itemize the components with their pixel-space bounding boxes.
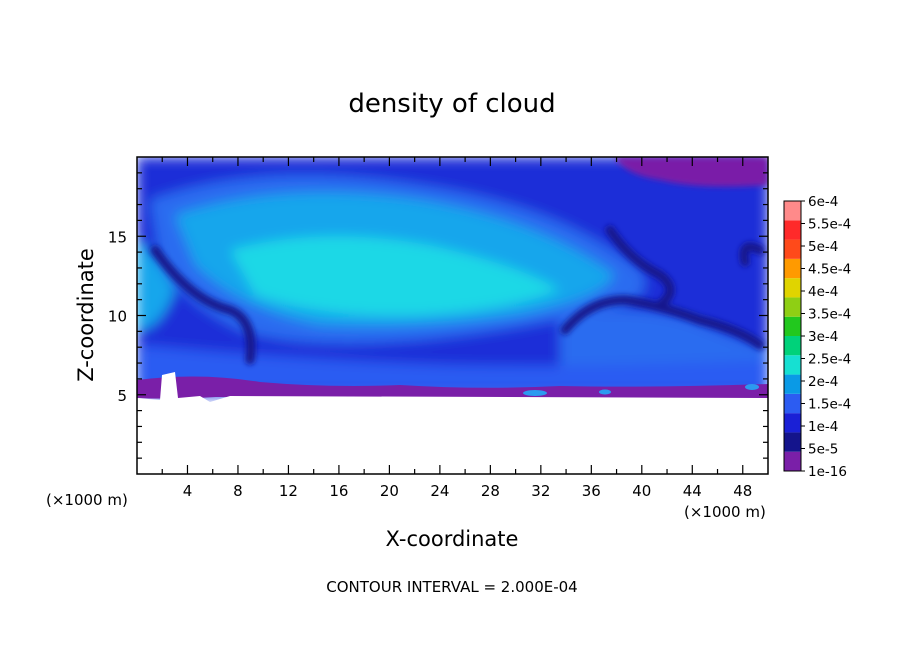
colorbar-label: 4.5e-4 — [808, 262, 851, 278]
x-tick-label: 28 — [481, 482, 500, 500]
colorbar-label: 2.5e-4 — [808, 352, 851, 368]
colorbar-swatch — [784, 239, 801, 259]
x-tick-label: 8 — [233, 482, 243, 500]
colorbar-swatch — [784, 413, 801, 433]
heatmap-field — [137, 157, 768, 474]
y-axis-title: Z-coordinate — [74, 248, 98, 382]
x-axis-title: X-coordinate — [386, 527, 519, 551]
x-unit-label-right: (×1000 m) — [684, 503, 766, 521]
contour-interval-note: CONTOUR INTERVAL = 2.000E-04 — [326, 578, 577, 596]
colorbar-label: 5e-4 — [808, 239, 838, 255]
colorbar-swatch — [784, 258, 801, 279]
y-tick-label: 5 — [117, 387, 127, 405]
colorbar: 1e-16 5e-5 1e-4 1.5e-4 2e-4 2.5e-4 3e-4 3.5e-4 4… — [783, 194, 851, 480]
chart-title: density of cloud — [348, 89, 555, 119]
colorbar-swatch — [784, 432, 801, 452]
colorbar-label: 3e-4 — [808, 329, 838, 345]
y-axis-ticks: 5 10 15 — [108, 172, 768, 459]
x-tick-label: 32 — [531, 482, 550, 500]
colorbar-label: 5.5e-4 — [808, 217, 851, 233]
y-tick-label: 15 — [108, 228, 127, 246]
colorbar-swatch — [784, 316, 801, 336]
colorbar-swatch — [784, 297, 801, 317]
x-tick-label: 12 — [279, 482, 298, 500]
colorbar-label: 3.5e-4 — [808, 307, 851, 323]
x-tick-label: 24 — [430, 482, 449, 500]
colorbar-swatch — [784, 220, 801, 240]
x-tick-label: 16 — [329, 482, 348, 500]
x-unit-label-left: (×1000 m) — [46, 491, 128, 509]
colorbar-label: 1e-16 — [808, 464, 847, 480]
colorbar-label: 6e-4 — [808, 194, 838, 210]
y-tick-label: 10 — [108, 308, 127, 326]
x-tick-label: 40 — [632, 482, 651, 500]
x-tick-label: 20 — [380, 482, 399, 500]
colorbar-label: 2e-4 — [808, 374, 838, 390]
x-tick-label: 36 — [582, 482, 601, 500]
colorbar-swatch — [784, 393, 801, 414]
colorbar-swatch — [784, 201, 801, 221]
x-tick-label: 44 — [683, 482, 702, 500]
colorbar-label: 1.5e-4 — [808, 397, 851, 413]
colorbar-swatch — [784, 336, 801, 356]
x-tick-label: 48 — [733, 482, 752, 500]
colorbar-label: 4e-4 — [808, 284, 838, 300]
colorbar-swatch — [784, 451, 801, 471]
x-axis-ticks: 4 8 12 16 20 24 28 32 36 40 44 48 — [161, 157, 752, 500]
x-tick-label: 4 — [183, 482, 193, 500]
colorbar-swatch — [784, 278, 801, 298]
colorbar-label: 5e-5 — [808, 442, 838, 458]
colorbar-swatch — [784, 355, 801, 375]
colorbar-swatch — [784, 374, 801, 394]
colorbar-label: 1e-4 — [808, 419, 838, 435]
